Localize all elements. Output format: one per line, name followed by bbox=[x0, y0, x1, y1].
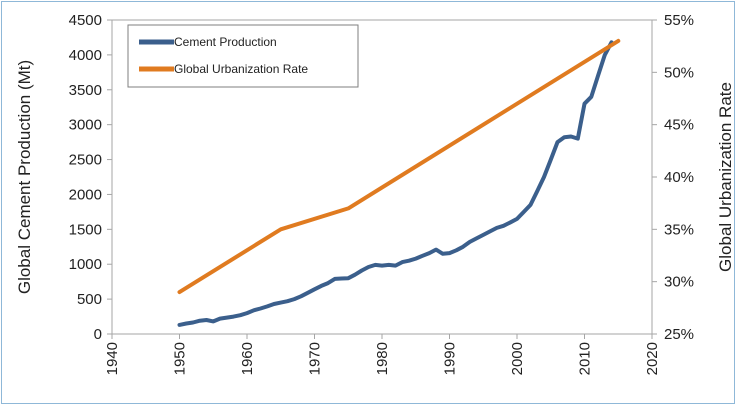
y2-tick-label: 45% bbox=[664, 117, 694, 134]
y-tick-label: 3500 bbox=[69, 82, 102, 99]
legend-label-urbanization-rate: Global Urbanization Rate bbox=[174, 62, 308, 76]
x-tick-label: 1980 bbox=[374, 342, 391, 375]
y-tick-label: 500 bbox=[77, 291, 102, 308]
legend-box bbox=[127, 24, 359, 88]
y-tick-label: 3000 bbox=[69, 117, 102, 134]
x-tick-label: 1990 bbox=[442, 342, 459, 375]
y-tick-label: 4000 bbox=[69, 47, 102, 64]
series-layer bbox=[177, 38, 621, 327]
y2-tick-label: 55% bbox=[664, 12, 694, 29]
x-tick-label: 2010 bbox=[577, 342, 594, 375]
right-y-axis-ticks: 25% 30% 35% 40% 45% 50% 55% bbox=[652, 12, 694, 343]
y2-tick-label: 25% bbox=[664, 326, 694, 343]
y2-tick-label: 50% bbox=[664, 64, 694, 81]
y2-tick-label: 35% bbox=[664, 221, 694, 238]
y-tick-label: 1500 bbox=[69, 221, 102, 238]
y2-tick-label: 40% bbox=[664, 169, 694, 186]
x-tick-label: 1970 bbox=[307, 342, 324, 375]
legend: Cement Production Global Urbanization Ra… bbox=[127, 24, 359, 88]
x-tick-label: 1940 bbox=[104, 342, 121, 375]
x-axis-ticks: 1940 1950 1960 1970 1980 1990 2000 2010 2020 bbox=[104, 334, 661, 375]
y-tick-label: 2500 bbox=[69, 152, 102, 169]
y-tick-label: 0 bbox=[94, 326, 102, 343]
series-line-cement-production bbox=[177, 40, 614, 327]
x-tick-label: 2000 bbox=[509, 342, 526, 375]
series-line-global-urbanization-rate bbox=[177, 38, 621, 295]
y-tick-label: 1000 bbox=[69, 256, 102, 273]
left-y-axis-ticks: 0 500 1000 1500 2000 2500 3000 3500 4000 4500 bbox=[69, 12, 112, 343]
legend-label-cement-production: Cement Production bbox=[174, 35, 277, 49]
x-tick-label: 2020 bbox=[644, 342, 661, 375]
right-y-axis-title: Global Urbanization Rate bbox=[716, 82, 735, 272]
x-tick-label: 1960 bbox=[239, 342, 256, 375]
y-tick-label: 2000 bbox=[69, 186, 102, 203]
y-tick-label: 4500 bbox=[69, 12, 102, 29]
left-y-axis-title: Global Cement Production (Mt) bbox=[15, 60, 34, 294]
y2-tick-label: 30% bbox=[664, 274, 694, 291]
x-tick-label: 1950 bbox=[172, 342, 189, 375]
